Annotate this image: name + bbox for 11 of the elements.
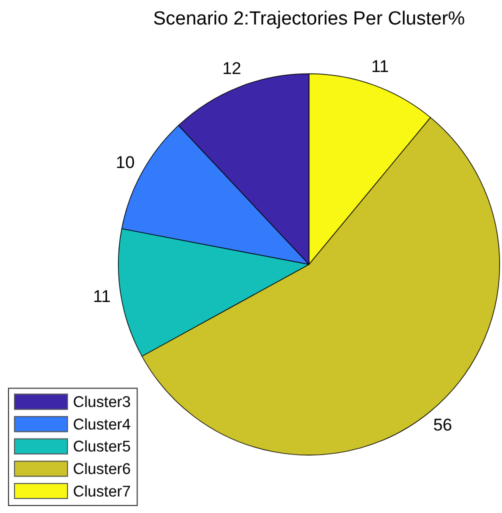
data-label: 10 [116,153,135,172]
legend-label: Cluster6 [73,460,131,478]
data-label: 11 [93,286,111,306]
data-label: 11 [371,56,389,76]
legend-label: Cluster7 [73,483,131,500]
legend-label: Cluster3 [73,394,131,412]
legend-label: Cluster4 [73,416,132,434]
data-label: 12 [222,59,242,78]
legend-label: Cluster5 [73,438,131,456]
chart-title: Scenario 2:Trajectories Per Cluster% [153,8,466,30]
data-label: 56 [433,416,452,435]
